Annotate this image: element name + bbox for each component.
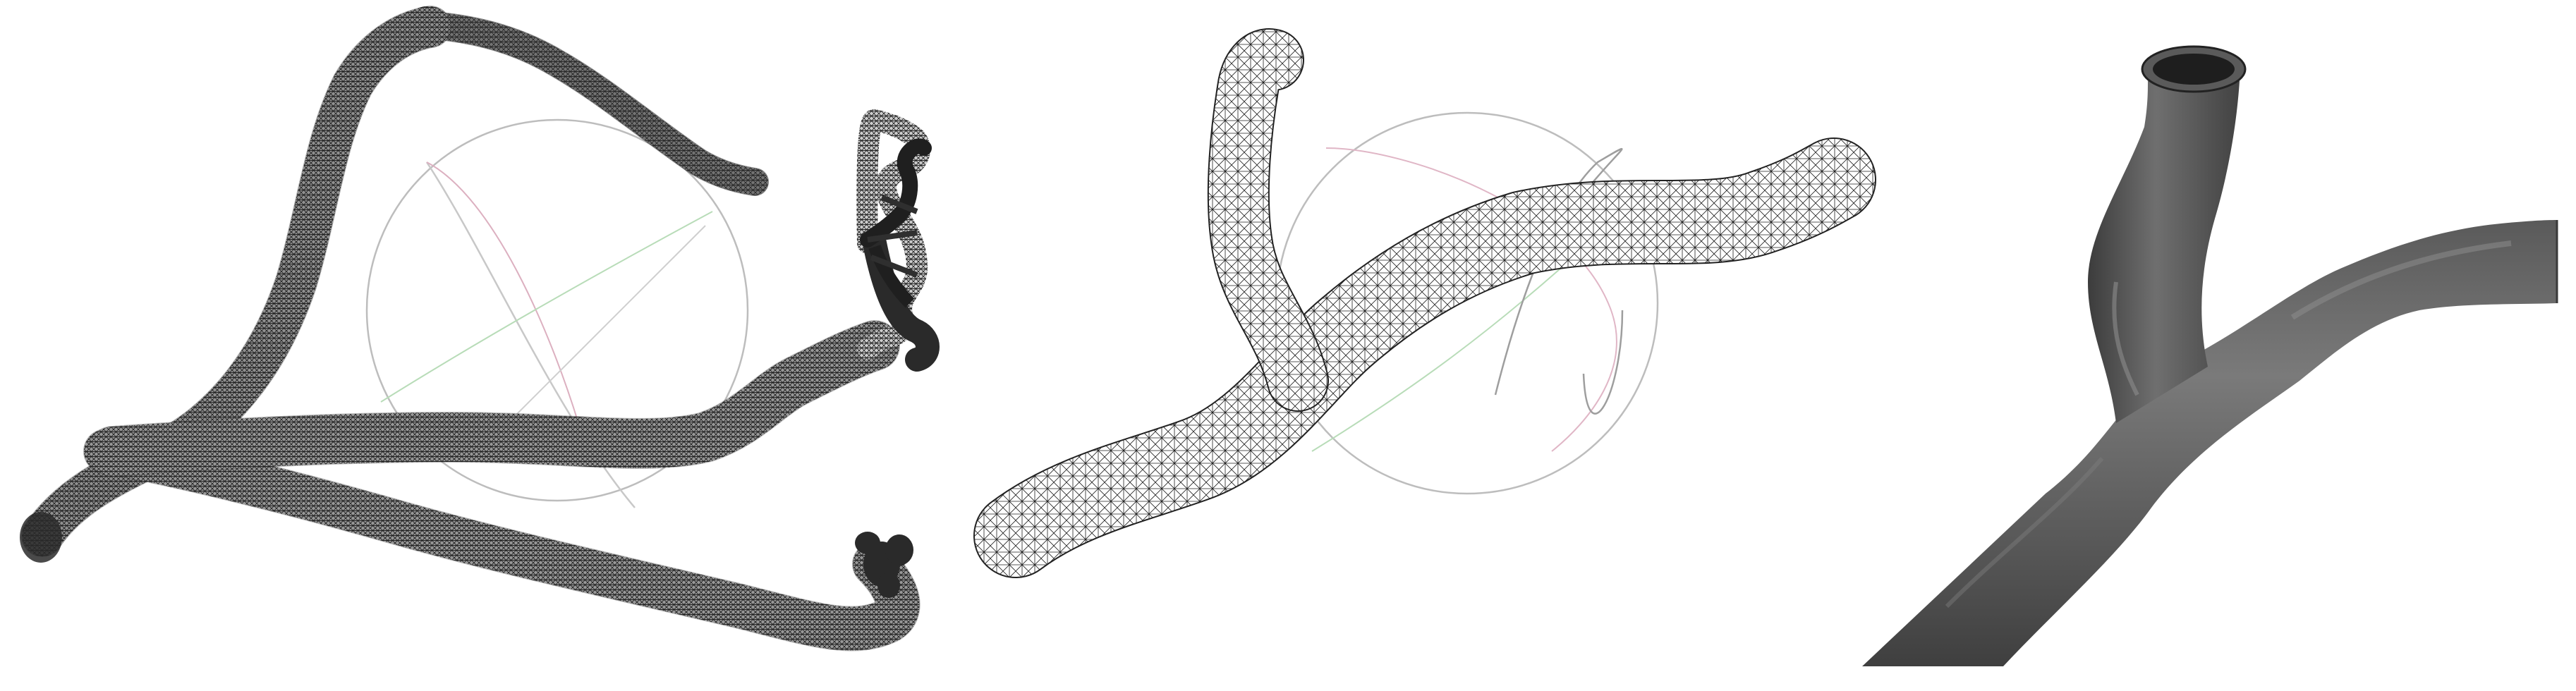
bifurcation-wireframe bbox=[973, 28, 1876, 578]
vessel-tip-blob bbox=[855, 532, 913, 598]
shaded-main-vessel bbox=[1862, 220, 2557, 666]
gizmo-ring bbox=[365, 118, 749, 502]
shaded-upper-branch bbox=[2088, 81, 2240, 423]
vessel-left-cap bbox=[20, 512, 62, 563]
gizmo-arc-2 bbox=[493, 225, 706, 438]
gizmo-red-arc bbox=[1325, 147, 1617, 452]
gizmo-red-arc bbox=[426, 161, 579, 424]
bifurcation-shaded bbox=[1862, 45, 2558, 666]
vessel-branch-lower bbox=[84, 429, 920, 651]
vessel-branch-middle bbox=[88, 321, 899, 476]
vessel-opening-lumen bbox=[2153, 54, 2235, 85]
gizmo-green-arc bbox=[380, 211, 713, 403]
vessel-tree-wireframe bbox=[20, 6, 940, 652]
